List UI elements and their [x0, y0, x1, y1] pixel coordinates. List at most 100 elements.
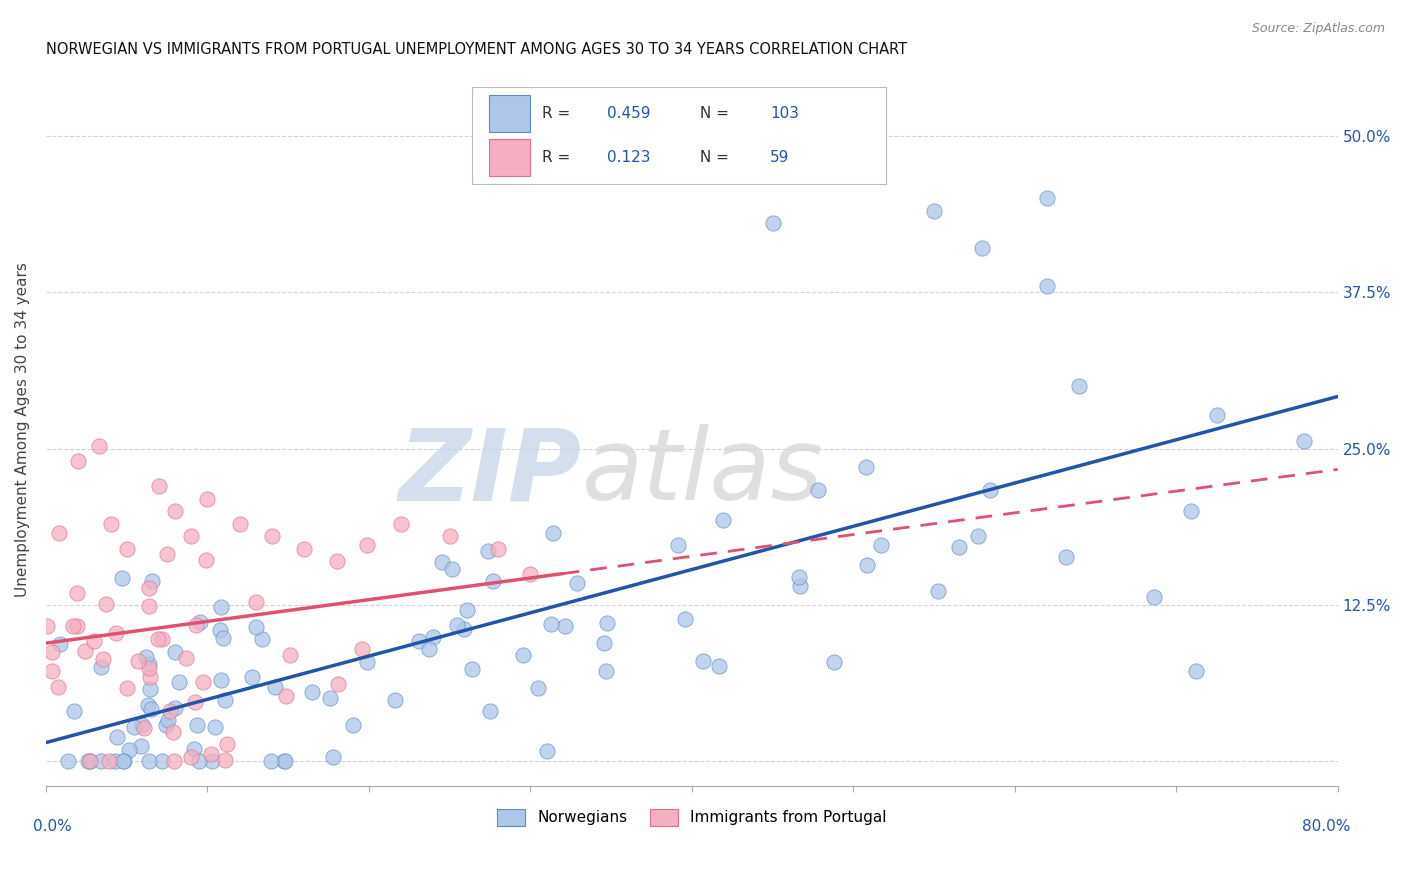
Point [787, 570, 810, 584]
Text: 80.0%: 80.0% [1302, 819, 1351, 834]
Point [1180, 504, 1202, 518]
Point [252, 632, 274, 646]
Point [692, 654, 714, 668]
Point [141, 574, 163, 588]
Point [519, 566, 541, 581]
Point [536, 744, 558, 758]
Point [150, 632, 173, 646]
Point [325, 554, 347, 568]
Point [186, 617, 208, 632]
Point [83, 634, 105, 648]
Point [49, 637, 72, 651]
Point [418, 642, 440, 657]
Point [209, 673, 232, 688]
Point [384, 693, 406, 707]
Point [439, 529, 461, 543]
Point [79, 755, 101, 769]
Point [129, 739, 152, 754]
Point [350, 642, 373, 657]
Point [79, 755, 101, 769]
Point [461, 662, 484, 676]
Point [441, 562, 464, 576]
Point [565, 576, 588, 591]
Point [188, 615, 211, 629]
Point [356, 538, 378, 552]
Point [240, 670, 263, 684]
Point [105, 730, 128, 744]
Point [711, 513, 734, 527]
Point [481, 574, 503, 589]
Point [342, 717, 364, 731]
Point [1184, 664, 1206, 678]
Point [184, 695, 207, 709]
Point [195, 553, 218, 567]
Point [527, 681, 550, 695]
Point [58, 755, 80, 769]
Point [389, 516, 412, 531]
Point [322, 749, 344, 764]
Point [855, 459, 877, 474]
Point [356, 655, 378, 669]
Point [163, 645, 186, 659]
Point [91, 651, 114, 665]
Point [595, 664, 617, 678]
Point [967, 529, 990, 543]
Point [67, 454, 90, 468]
Point [94, 597, 117, 611]
Point [927, 583, 949, 598]
Point [972, 241, 994, 255]
Point [174, 651, 197, 665]
Point [1054, 549, 1077, 564]
Point [554, 619, 576, 633]
Point [100, 516, 122, 531]
Point [245, 595, 267, 609]
Point [48, 525, 70, 540]
Point [90, 659, 112, 673]
Point [187, 755, 209, 769]
Y-axis label: Unemployment Among Ages 30 to 34 years: Unemployment Among Ages 30 to 34 years [15, 262, 30, 598]
Point [593, 636, 616, 650]
Point [328, 676, 350, 690]
Point [214, 693, 236, 707]
Point [148, 479, 170, 493]
Point [807, 483, 830, 497]
Point [260, 529, 283, 543]
Point [156, 547, 179, 561]
Point [138, 657, 160, 672]
Point [979, 483, 1001, 498]
Point [214, 753, 236, 767]
Point [112, 755, 135, 769]
Point [596, 615, 619, 630]
Point [1206, 409, 1229, 423]
Text: atlas: atlas [582, 424, 824, 521]
Point [118, 743, 141, 757]
Point [41, 665, 63, 679]
Point [138, 755, 160, 769]
Point [276, 690, 298, 704]
Point [456, 603, 478, 617]
Point [446, 618, 468, 632]
Point [200, 747, 222, 761]
Point [115, 681, 138, 696]
Point [35, 619, 58, 633]
Point [922, 203, 945, 218]
Point [139, 681, 162, 696]
Point [453, 622, 475, 636]
Point [62, 619, 84, 633]
Text: Source: ZipAtlas.com: Source: ZipAtlas.com [1251, 22, 1385, 36]
Point [1292, 434, 1315, 448]
Point [869, 537, 891, 551]
Point [138, 698, 160, 712]
Point [673, 612, 696, 626]
Point [273, 755, 295, 769]
Point [104, 626, 127, 640]
Point [77, 755, 100, 769]
Point [408, 634, 430, 648]
Point [666, 538, 689, 552]
Point [422, 631, 444, 645]
Point [110, 571, 132, 585]
Point [73, 643, 96, 657]
Point [1036, 191, 1059, 205]
Point [138, 581, 160, 595]
Point [217, 737, 239, 751]
